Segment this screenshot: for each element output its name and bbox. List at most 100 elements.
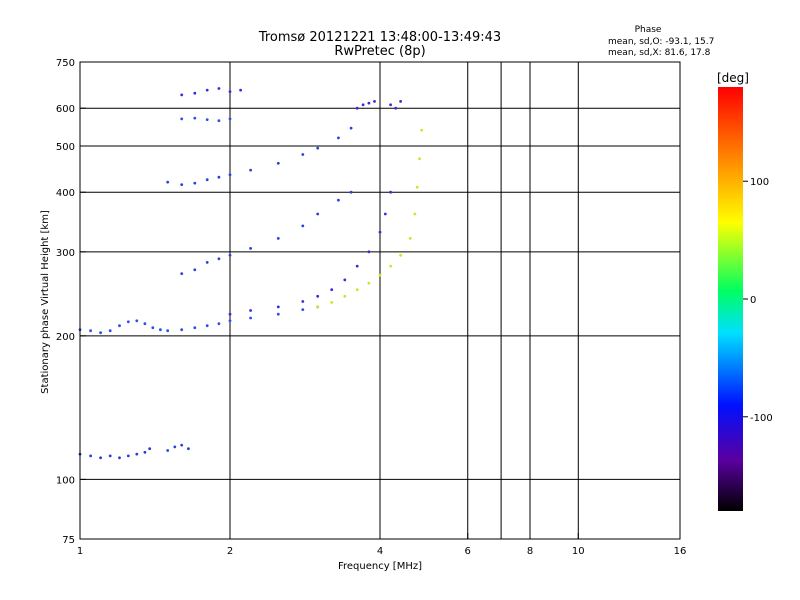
echo-point — [217, 322, 221, 326]
echo-point — [330, 301, 334, 304]
echo-point — [349, 190, 353, 194]
echo-point — [276, 312, 280, 316]
echo-point — [239, 88, 243, 92]
x-tick-label: 4 — [377, 546, 383, 557]
echo-point — [126, 320, 130, 324]
echo-point — [193, 116, 197, 120]
echo-point — [228, 173, 232, 177]
echo-point — [249, 316, 253, 320]
echo-point — [217, 257, 221, 261]
echo-point — [378, 273, 382, 277]
echo-point — [415, 185, 419, 189]
echo-point — [330, 288, 334, 291]
x-tick-label: 16 — [674, 546, 687, 557]
y-tick-label: 200 — [56, 332, 75, 343]
echo-point — [276, 305, 280, 309]
phase-stats-o: mean, sd,O: -93.1, 15.7 — [608, 37, 714, 47]
echo-point — [343, 278, 347, 282]
echo-point — [193, 326, 197, 330]
echo-point — [89, 454, 92, 458]
echo-point — [166, 180, 170, 184]
echo-point — [135, 319, 139, 323]
echo-point — [193, 268, 197, 272]
echo-point — [217, 119, 221, 123]
echo-point — [378, 230, 382, 234]
echo-point — [180, 117, 184, 121]
echo-point — [151, 326, 155, 330]
x-tick-label: 10 — [572, 546, 585, 557]
echo-point — [399, 253, 402, 257]
echo-point — [316, 294, 320, 298]
echo-point — [383, 212, 387, 216]
y-tick-label: 500 — [56, 142, 75, 153]
y-tick-label: 300 — [56, 248, 75, 259]
echo-point — [180, 272, 184, 275]
echo-point — [249, 168, 253, 172]
echo-point — [301, 308, 305, 311]
phase-stats-x: mean, sd,X: 81.6, 17.8 — [608, 48, 711, 58]
y-tick-label: 75 — [62, 535, 75, 546]
echo-point — [276, 237, 280, 240]
echo-point — [159, 328, 162, 332]
echo-point — [180, 183, 184, 187]
echo-point — [108, 454, 112, 458]
echo-point — [228, 253, 232, 257]
echo-point — [205, 178, 209, 182]
y-axis-label: Stationary phase Virtual Height [km] — [40, 210, 51, 394]
colorbar — [718, 87, 743, 511]
echo-point — [180, 443, 184, 447]
echo-point — [349, 126, 353, 130]
echo-point — [361, 103, 365, 107]
colorbar-label: [deg] — [717, 71, 749, 85]
echo-point — [166, 329, 170, 333]
echo-point — [394, 106, 398, 110]
colorbar-tick-label: -100 — [750, 413, 773, 424]
echo-point — [187, 447, 190, 451]
echo-point — [180, 93, 184, 97]
echo-point — [389, 264, 392, 268]
echo-point — [301, 300, 305, 303]
echo-point — [337, 198, 340, 202]
echo-point — [418, 157, 421, 161]
echo-point — [389, 103, 392, 107]
echo-point — [228, 90, 232, 93]
echo-point — [337, 136, 340, 140]
echo-point — [166, 449, 170, 452]
x-tick-label: 6 — [465, 546, 471, 557]
echo-point — [355, 106, 359, 110]
echo-point — [143, 322, 147, 326]
echo-point — [143, 450, 147, 454]
x-tick-label: 8 — [527, 546, 533, 557]
echo-point — [99, 331, 102, 335]
echo-point — [205, 118, 209, 121]
echo-point — [217, 175, 221, 179]
echo-point — [135, 452, 139, 456]
echo-point — [173, 445, 177, 449]
x-axis-label: Frequency [MHz] — [338, 561, 422, 572]
colorbar-tick-label: 0 — [750, 295, 756, 306]
echo-point — [367, 101, 371, 105]
echo-point — [228, 117, 232, 121]
y-tick-label: 750 — [56, 58, 75, 69]
echo-point — [413, 212, 417, 216]
echo-point — [367, 250, 371, 254]
phase-stats-heading: Phase — [635, 25, 662, 35]
echo-point — [249, 247, 253, 250]
echo-point — [301, 153, 305, 156]
echo-point — [355, 288, 359, 291]
echo-point — [316, 212, 320, 216]
echo-point — [118, 324, 121, 328]
echo-point — [126, 454, 130, 458]
y-tick-label: 400 — [56, 188, 75, 199]
echo-point — [367, 281, 371, 285]
echo-point — [276, 161, 280, 165]
colorbar-tick-label: 100 — [750, 177, 769, 188]
echo-point — [118, 456, 121, 460]
echo-point — [343, 294, 347, 298]
echo-point — [408, 237, 412, 240]
echo-point — [399, 100, 402, 103]
echo-point — [108, 329, 112, 333]
echo-point — [99, 456, 102, 460]
chart-subtitle: RwPretec (8p) — [334, 44, 425, 59]
